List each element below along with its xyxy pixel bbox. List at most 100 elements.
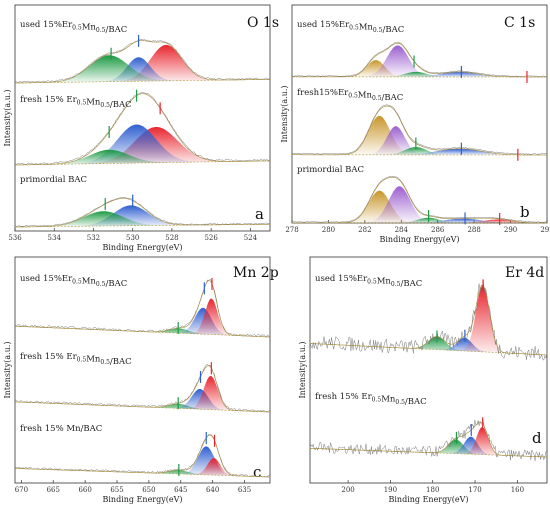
fitted-peak (15, 458, 270, 477)
fitted-peak (15, 205, 270, 227)
series-label: fresh 15% Er0.5Mn0.5/BAC (315, 392, 427, 407)
fitted-peak (15, 375, 270, 412)
fit-envelope (15, 280, 270, 338)
series: used 15%Er0.5Mn0.5/BAC (309, 274, 548, 361)
series-label: fresh 15% Er0.5Mn0.5/BAC (20, 95, 132, 110)
x-tick-label: 284 (395, 226, 409, 234)
fitted-peak (15, 307, 270, 337)
fitted-peak (310, 336, 547, 355)
fitted-peak (15, 298, 270, 337)
panel-letter: a (255, 205, 264, 223)
series: used 15%Er0.5Mn0.5/BAC (14, 20, 271, 84)
x-tick-label: 660 (78, 486, 91, 494)
x-tick-label: 190 (384, 486, 397, 494)
fitted-peak (15, 124, 270, 165)
series-label: used 15%Er0.5Mn0.5/BAC (20, 20, 127, 35)
x-tick-label: 536 (8, 234, 22, 242)
x-tick-label: 170 (468, 486, 481, 494)
x-tick-label: 530 (126, 234, 139, 242)
plot-frame (291, 4, 548, 224)
y-axis-label: Intensity(a.u.) (3, 341, 12, 398)
panel-letter: b (520, 203, 530, 221)
x-tick-label: 524 (244, 234, 258, 242)
panel-b: 278 280 282 284 286 288 290 292 Binding Energy(e… (280, 4, 550, 244)
series: fresh 15% Mn/BAC (14, 424, 271, 478)
raw-spectrum (14, 91, 271, 165)
series-label: used 15%Er0.5Mn0.5/BAC (315, 274, 422, 289)
fitted-peak (292, 71, 547, 77)
x-tick-label: 645 (174, 486, 187, 494)
x-tick-label: 532 (87, 234, 100, 242)
raw-spectrum (309, 420, 548, 461)
series-label: used 15%Er0.5Mn0.5/BAC (297, 20, 404, 35)
fit-envelope (310, 421, 547, 458)
y-axis-label: Intensity(a.u.) (3, 89, 12, 146)
fit-envelope (14, 434, 270, 478)
series: primordial BAC (15, 175, 271, 228)
panel-c: 670 665 660 655 650 645 640 635 Binding Energy(e… (3, 256, 279, 504)
raw-spectrum (14, 433, 271, 478)
raw-spectrum (291, 104, 548, 155)
x-tick-label: 528 (165, 234, 178, 242)
plot-frame (14, 256, 271, 484)
plot-frame (309, 256, 548, 484)
series: fresh 15% Er0.5Mn0.5/BAC (14, 352, 271, 413)
y-axis-label: Intensity(a.u.) (280, 85, 289, 142)
x-axis-label: Binding Energy(eV) (102, 495, 182, 504)
x-axis-label: Binding Energy(eV) (388, 495, 468, 504)
raw-spectrum (14, 363, 271, 413)
background-line (15, 160, 270, 166)
x-tick-label: 670 (15, 486, 28, 494)
panel-title: O 1s (247, 15, 279, 31)
fitted-peak (292, 186, 547, 223)
series-label: fresh15%Er0.5Mn0.5/BAC (297, 88, 403, 103)
background-line (15, 79, 270, 84)
fitted-peak (292, 217, 547, 223)
series: used 15%Er0.5Mn0.5/BAC (291, 20, 547, 83)
fitted-peak (292, 148, 547, 155)
fitted-peak (15, 57, 270, 83)
series: fresh 15% Er0.5Mn0.5/BAC (309, 392, 548, 461)
panel-d: 200 190 180 170 160 Binding Energy(eV) Intensi… (298, 256, 548, 504)
x-tick-label: 200 (341, 486, 354, 494)
series: primordial BAC (291, 165, 548, 225)
fitted-peak (292, 219, 547, 223)
series: fresh 15% Er0.5Mn0.5/BAC (14, 89, 271, 166)
plot-frame (14, 4, 271, 232)
x-tick-label: 278 (285, 226, 298, 234)
fit-envelope (15, 198, 270, 228)
fit-envelope (15, 365, 270, 413)
series-label: primordial BAC (297, 165, 364, 175)
x-tick-label: 655 (110, 486, 123, 494)
x-tick-label: 292 (540, 226, 550, 234)
fitted-peak (15, 211, 270, 227)
fitted-peak (310, 439, 547, 457)
x-tick-label: 665 (47, 486, 60, 494)
x-axis-label: Binding Energy(eV) (379, 235, 459, 244)
x-tick-label: 280 (322, 226, 335, 234)
fitted-peak (310, 427, 547, 457)
background-line (15, 223, 270, 228)
panel-title: Er 4d (505, 265, 544, 281)
fitted-peak (292, 71, 547, 77)
panel-title: Mn 2p (233, 265, 279, 281)
panel-letter: d (532, 429, 542, 447)
fit-envelope (309, 284, 548, 356)
x-tick-label: 640 (206, 486, 219, 494)
fit-envelope (292, 105, 547, 156)
series: fresh15%Er0.5Mn0.5/BAC (291, 88, 548, 161)
x-tick-label: 650 (142, 486, 155, 494)
x-tick-label: 290 (504, 226, 517, 234)
fitted-peak (292, 147, 547, 155)
x-tick-label: 526 (204, 234, 218, 242)
x-tick-label: 286 (431, 226, 445, 234)
raw-spectrum (291, 41, 547, 77)
raw-spectrum (14, 38, 271, 83)
fit-envelope (292, 42, 547, 78)
y-axis-label: Intensity(a.u.) (298, 341, 307, 398)
series: used 15%Er0.5Mn0.5/BAC (14, 274, 271, 338)
x-tick-label: 282 (358, 226, 371, 234)
series-label: fresh 15% Er0.5Mn0.5/BAC (20, 352, 132, 367)
raw-spectrum (15, 197, 271, 227)
